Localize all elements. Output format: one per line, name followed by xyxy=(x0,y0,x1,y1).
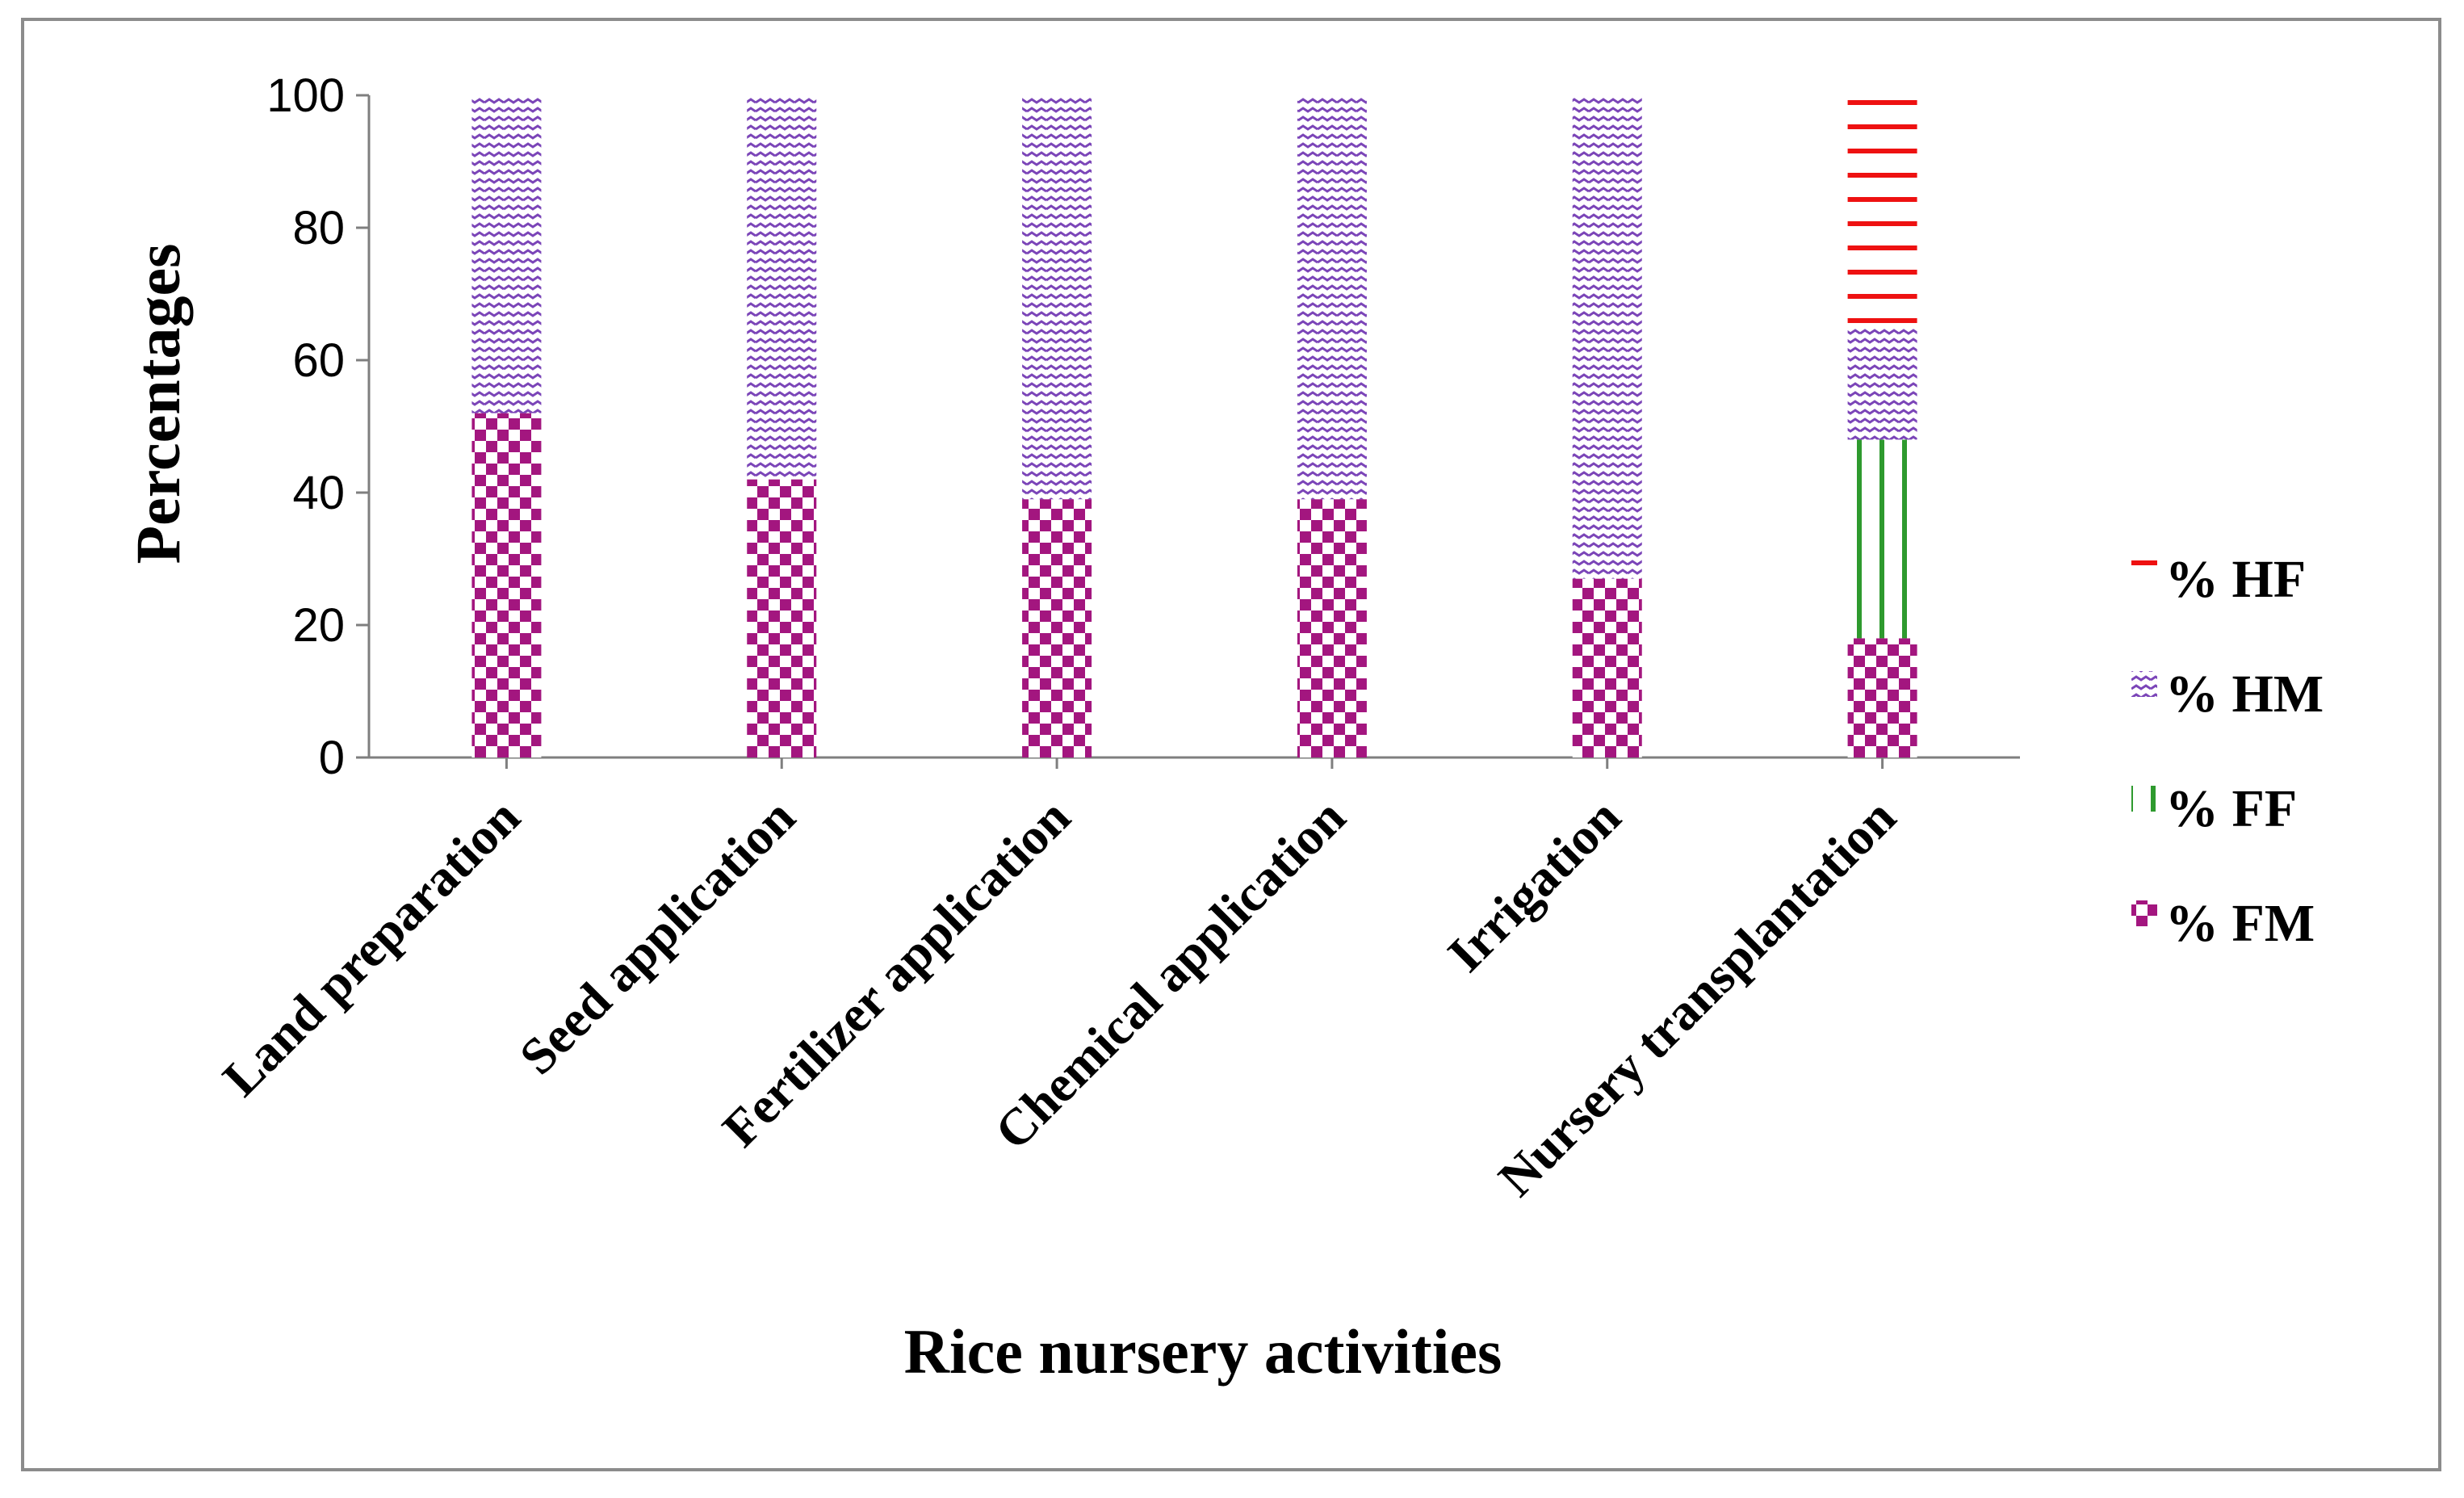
bar-hm-seed-application xyxy=(747,95,817,480)
bar-hm-nursery-transplantation xyxy=(1847,327,1917,440)
category-label-irrigation: Irrigation xyxy=(1436,788,1631,983)
legend: % HF % HM % FF % FM xyxy=(2131,550,2324,953)
legend-label-fm: % FM xyxy=(2165,894,2315,953)
y-tick-label: 80 xyxy=(292,202,345,254)
legend-label-hf: % HF xyxy=(2165,550,2306,609)
y-tick-label: 40 xyxy=(292,467,345,519)
legend-label-ff: % FF xyxy=(2165,779,2297,838)
bar-fm-irrigation xyxy=(1572,578,1642,757)
axes xyxy=(356,94,2020,769)
bar-fm-fertilizer-application xyxy=(1022,499,1092,757)
bar-hm-chemical-application xyxy=(1297,95,1367,500)
legend-label-hm: % HM xyxy=(2165,665,2324,724)
legend-swatch-ff xyxy=(2131,786,2157,812)
bar-fm-chemical-application xyxy=(1297,499,1367,757)
bar-fm-land-preparation xyxy=(471,413,542,757)
y-tick-label: 100 xyxy=(266,69,345,122)
bar-fm-nursery-transplantation xyxy=(1847,638,1917,757)
bar-fm-seed-application xyxy=(747,479,817,757)
chart-frame xyxy=(21,18,2441,1471)
category-label-land-preparation: Land preparation xyxy=(212,788,530,1107)
y-tick-label: 60 xyxy=(292,334,345,387)
category-label-seed-application: Seed application xyxy=(509,788,806,1085)
y-tick-label: 0 xyxy=(319,732,345,784)
legend-swatch-hm xyxy=(2131,671,2157,697)
bar-hm-fertilizer-application xyxy=(1022,95,1092,500)
bar-hm-land-preparation xyxy=(471,95,542,413)
bar-ff-nursery-transplantation xyxy=(1847,439,1917,639)
bar-hf-nursery-transplantation xyxy=(1847,95,1917,327)
legend-swatch-fm xyxy=(2131,900,2157,926)
bar-hm-irrigation xyxy=(1572,95,1642,579)
bars xyxy=(471,95,1917,757)
y-tick-labels: 0 20 40 60 80 100 xyxy=(266,69,345,784)
y-axis-title: Percentages xyxy=(123,243,193,564)
legend-swatch-hf xyxy=(2131,556,2157,582)
x-axis-title: Rice nursery activities xyxy=(904,1316,1502,1387)
y-tick-label: 20 xyxy=(292,599,345,652)
